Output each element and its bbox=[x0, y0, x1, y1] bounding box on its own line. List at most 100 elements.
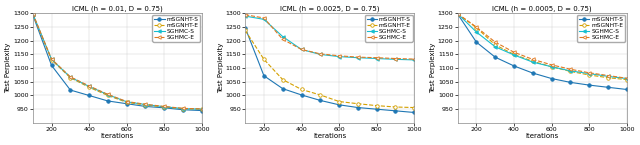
SGHMC-S bbox=[510, 54, 518, 56]
SGHMC-E bbox=[279, 38, 287, 40]
SGHMC-E bbox=[104, 94, 112, 95]
SGHMC-S bbox=[198, 108, 205, 110]
mSGNHT-E bbox=[241, 29, 249, 31]
mSGNHT-E bbox=[48, 59, 56, 61]
SGHMC-E bbox=[241, 14, 249, 16]
mSGNHT-E bbox=[335, 101, 343, 102]
SGHMC-E bbox=[548, 64, 556, 66]
mSGNHT-S bbox=[510, 65, 518, 67]
SGHMC-E bbox=[67, 76, 74, 78]
Line: mSGNHT-S: mSGNHT-S bbox=[456, 12, 628, 91]
mSGNHT-S bbox=[67, 89, 74, 91]
Y-axis label: Test Perplexity: Test Perplexity bbox=[430, 43, 436, 93]
mSGNHT-E bbox=[373, 105, 381, 107]
mSGNHT-S bbox=[241, 27, 249, 28]
SGHMC-E bbox=[85, 85, 93, 87]
SGHMC-S bbox=[392, 58, 399, 60]
mSGNHT-S bbox=[373, 108, 381, 110]
SGHMC-S bbox=[260, 19, 268, 20]
SGHMC-E bbox=[566, 68, 574, 70]
SGHMC-S bbox=[373, 58, 381, 59]
mSGNHT-S bbox=[623, 89, 630, 90]
Line: mSGNHT-S: mSGNHT-S bbox=[31, 13, 204, 112]
Line: SGHMC-E: SGHMC-E bbox=[31, 12, 204, 111]
Line: SGHMC-S: SGHMC-S bbox=[243, 14, 416, 62]
mSGNHT-E bbox=[354, 103, 362, 105]
mSGNHT-E bbox=[260, 58, 268, 60]
Line: mSGNHT-E: mSGNHT-E bbox=[456, 12, 628, 81]
mSGNHT-S bbox=[85, 95, 93, 96]
SGHMC-E bbox=[29, 13, 36, 15]
mSGNHT-S bbox=[585, 84, 593, 86]
SGHMC-E bbox=[492, 41, 499, 43]
SGHMC-S bbox=[623, 78, 630, 79]
SGHMC-S bbox=[454, 13, 461, 15]
SGHMC-E bbox=[529, 58, 536, 60]
SGHMC-S bbox=[566, 70, 574, 72]
mSGNHT-S bbox=[316, 100, 324, 101]
SGHMC-E bbox=[260, 17, 268, 19]
Line: SGHMC-S: SGHMC-S bbox=[31, 12, 204, 111]
Line: SGHMC-E: SGHMC-E bbox=[456, 12, 628, 80]
mSGNHT-S bbox=[48, 65, 56, 66]
SGHMC-E bbox=[510, 51, 518, 53]
SGHMC-S bbox=[410, 59, 418, 61]
mSGNHT-S bbox=[279, 88, 287, 89]
mSGNHT-E bbox=[85, 86, 93, 88]
mSGNHT-E bbox=[585, 74, 593, 76]
Legend: mSGNHT-S, mSGNHT-E, SGHMC-S, SGHMC-E: mSGNHT-S, mSGNHT-E, SGHMC-S, SGHMC-E bbox=[577, 15, 625, 41]
Line: SGHMC-E: SGHMC-E bbox=[243, 13, 416, 61]
SGHMC-S bbox=[123, 101, 131, 103]
mSGNHT-E bbox=[141, 104, 149, 106]
SGHMC-S bbox=[67, 76, 74, 78]
SGHMC-E bbox=[604, 75, 612, 76]
SGHMC-S bbox=[48, 58, 56, 60]
mSGNHT-S bbox=[141, 106, 149, 107]
mSGNHT-E bbox=[623, 79, 630, 80]
mSGNHT-S bbox=[354, 107, 362, 108]
Line: mSGNHT-E: mSGNHT-E bbox=[243, 29, 416, 109]
mSGNHT-E bbox=[454, 13, 461, 15]
mSGNHT-S bbox=[104, 100, 112, 102]
SGHMC-E bbox=[198, 108, 205, 110]
SGHMC-S bbox=[161, 106, 168, 108]
mSGNHT-S bbox=[566, 81, 574, 83]
X-axis label: Iterations: Iterations bbox=[100, 133, 134, 139]
SGHMC-S bbox=[585, 73, 593, 75]
SGHMC-E bbox=[623, 77, 630, 79]
SGHMC-E bbox=[373, 57, 381, 59]
SGHMC-S bbox=[335, 56, 343, 57]
SGHMC-S bbox=[316, 54, 324, 55]
SGHMC-S bbox=[529, 61, 536, 63]
mSGNHT-E bbox=[604, 77, 612, 79]
Line: mSGNHT-S: mSGNHT-S bbox=[243, 26, 416, 114]
mSGNHT-E bbox=[198, 108, 205, 110]
mSGNHT-E bbox=[548, 66, 556, 68]
Legend: mSGNHT-S, mSGNHT-E, SGHMC-S, SGHMC-E: mSGNHT-S, mSGNHT-E, SGHMC-S, SGHMC-E bbox=[365, 15, 413, 41]
mSGNHT-S bbox=[529, 72, 536, 74]
mSGNHT-E bbox=[566, 70, 574, 72]
SGHMC-E bbox=[472, 26, 480, 28]
SGHMC-E bbox=[335, 55, 343, 57]
SGHMC-E bbox=[585, 72, 593, 74]
mSGNHT-S bbox=[260, 75, 268, 77]
Title: ICML (h = 0.0005, D = 0.75): ICML (h = 0.0005, D = 0.75) bbox=[492, 6, 592, 12]
mSGNHT-E bbox=[316, 94, 324, 96]
SGHMC-S bbox=[472, 31, 480, 33]
mSGNHT-E bbox=[472, 27, 480, 28]
SGHMC-E bbox=[141, 103, 149, 105]
SGHMC-S bbox=[104, 94, 112, 96]
mSGNHT-E bbox=[104, 95, 112, 96]
mSGNHT-E bbox=[529, 60, 536, 62]
mSGNHT-E bbox=[392, 106, 399, 108]
Y-axis label: Test Perplexity: Test Perplexity bbox=[6, 43, 12, 93]
mSGNHT-E bbox=[67, 77, 74, 79]
Legend: mSGNHT-S, mSGNHT-E, SGHMC-S, SGHMC-E: mSGNHT-S, mSGNHT-E, SGHMC-S, SGHMC-E bbox=[152, 15, 200, 41]
SGHMC-S bbox=[604, 75, 612, 77]
Title: ICML (h = 0.01, D = 0.75): ICML (h = 0.01, D = 0.75) bbox=[72, 6, 163, 12]
SGHMC-S bbox=[492, 46, 499, 48]
mSGNHT-E bbox=[279, 79, 287, 80]
mSGNHT-E bbox=[298, 89, 305, 90]
mSGNHT-S bbox=[29, 14, 36, 16]
mSGNHT-S bbox=[548, 78, 556, 79]
